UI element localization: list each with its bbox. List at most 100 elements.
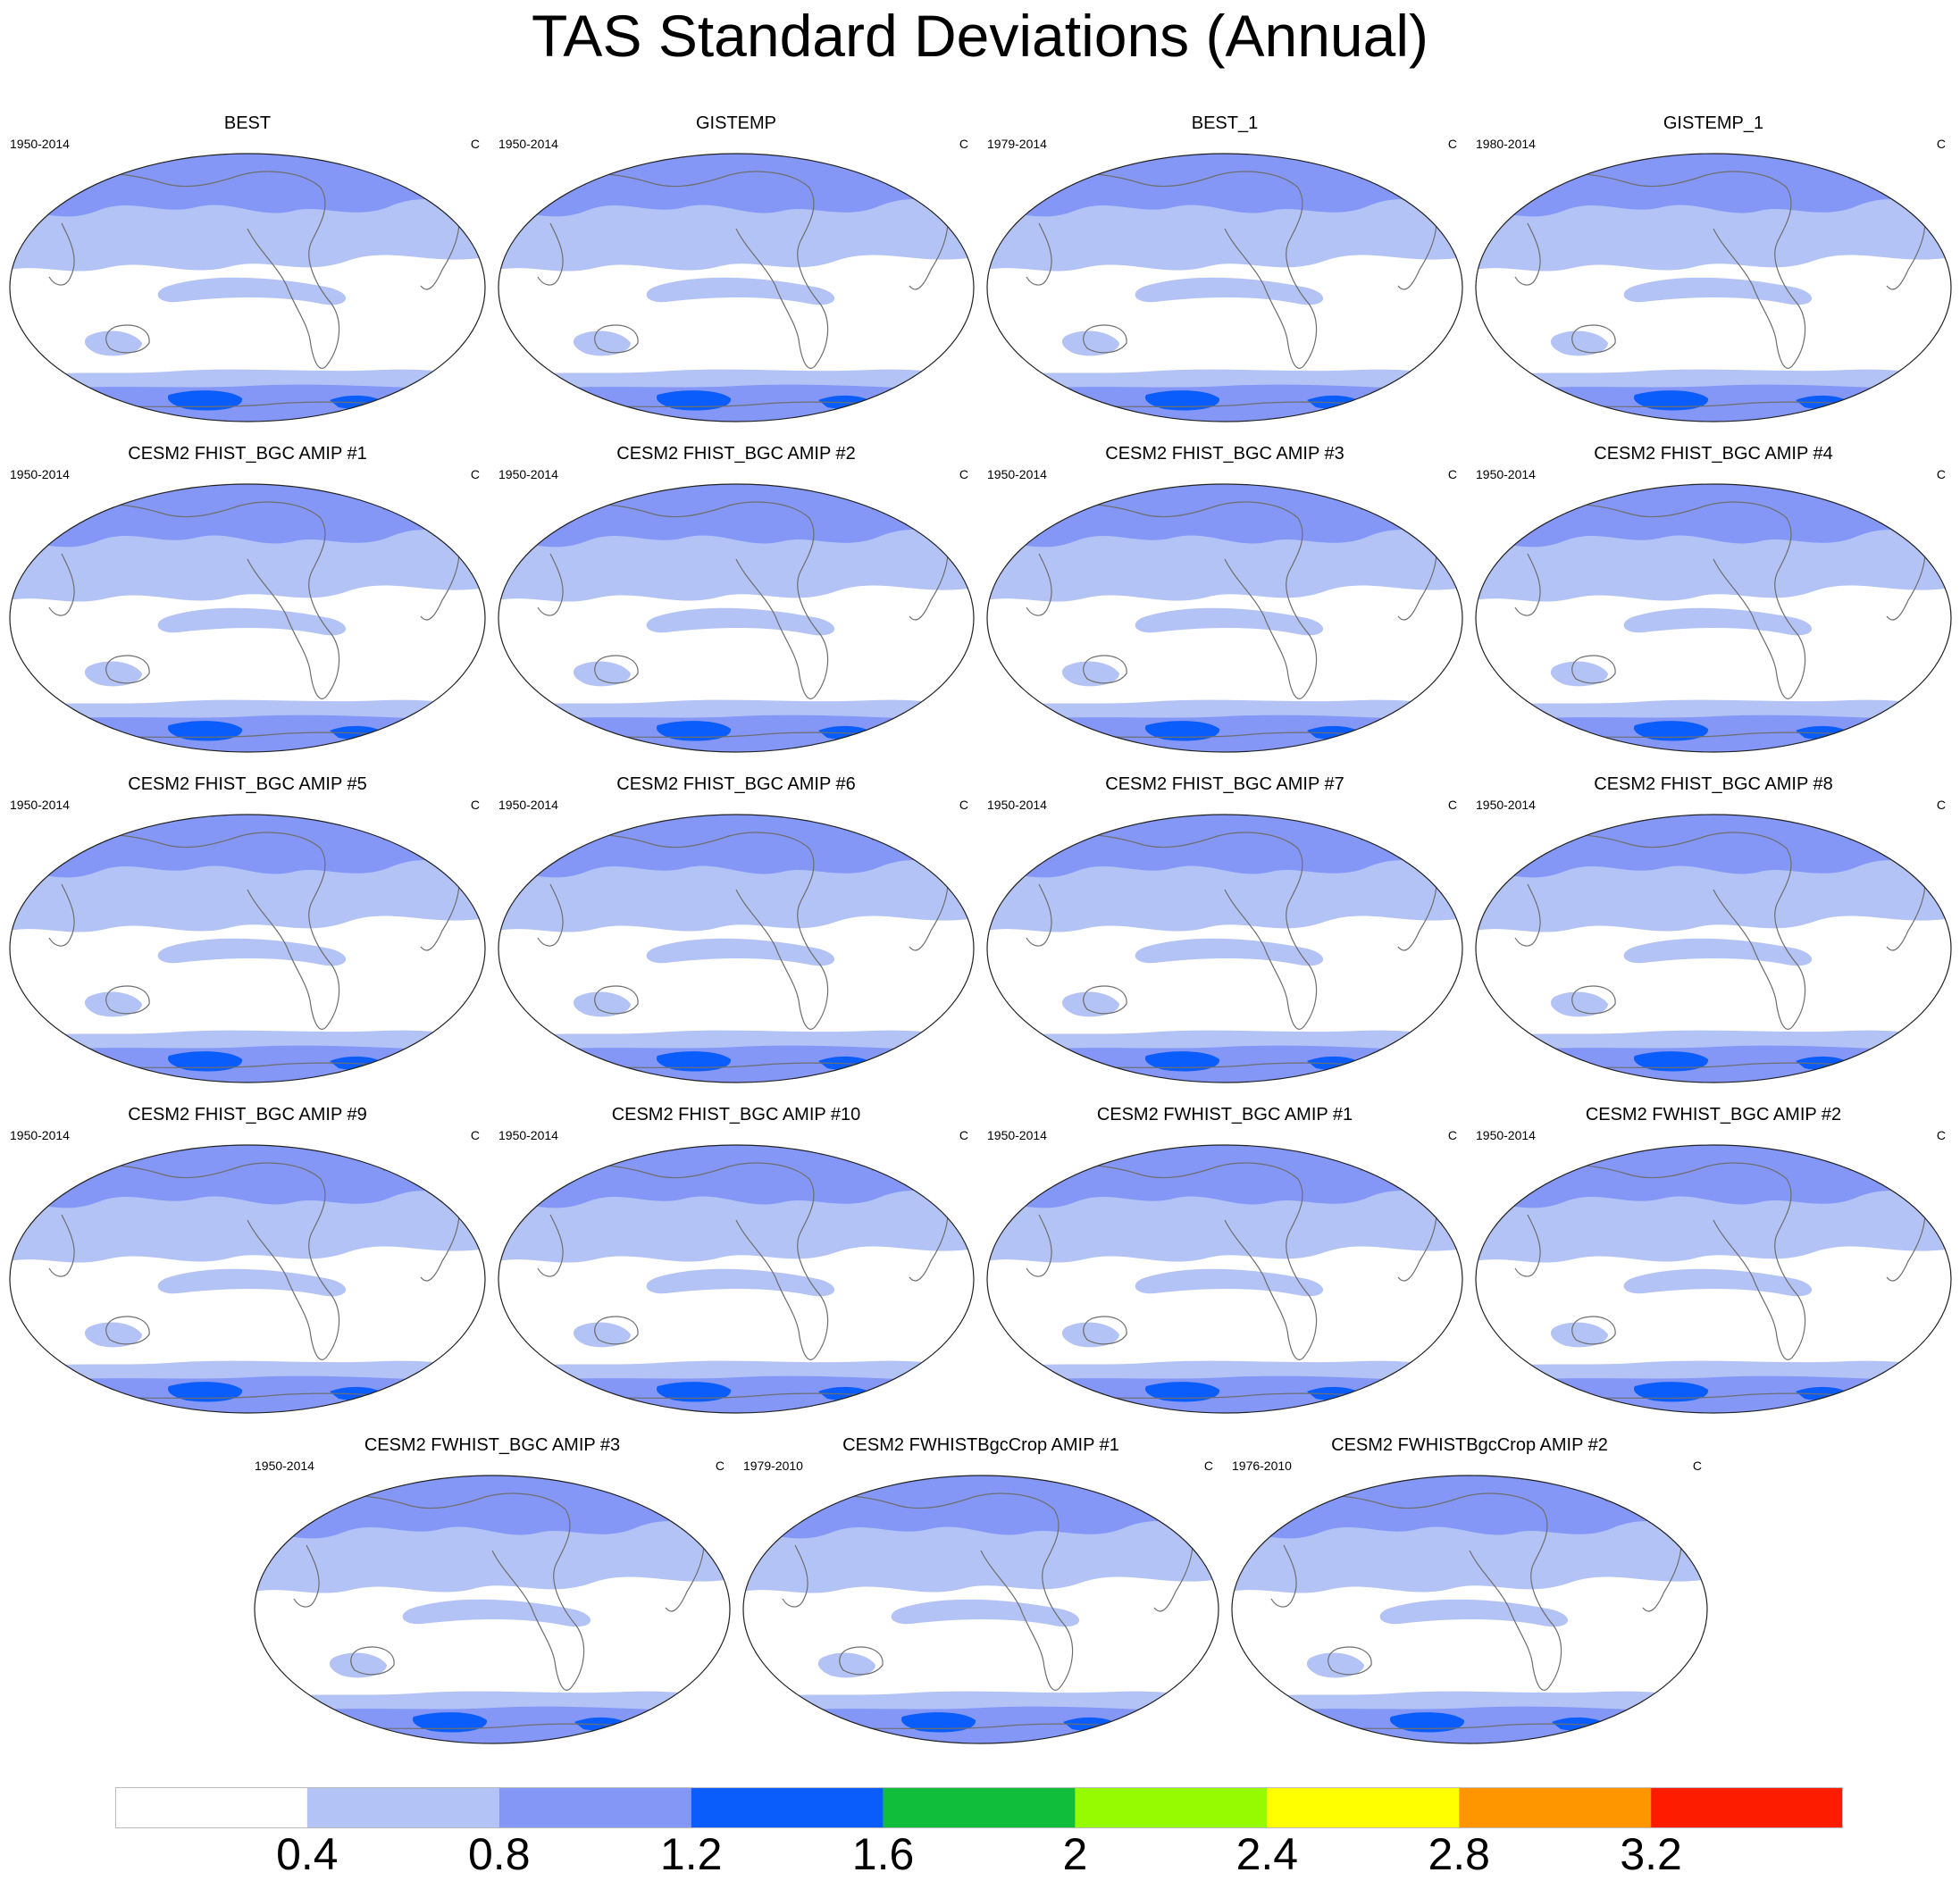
colorbar-tick-label: 3.2 (1620, 1829, 1682, 1879)
globe-map (985, 1143, 1464, 1415)
colorbar-tick-label: 2 (1062, 1829, 1088, 1879)
panel-units: C (1447, 798, 1457, 812)
panel-units: C (959, 137, 968, 151)
globe-map (497, 482, 976, 754)
globe-map (497, 1143, 976, 1415)
panel-period: 1950-2014 (498, 798, 558, 812)
panel-title: CESM2 FWHIST_BGC AMIP #3 (364, 1435, 621, 1455)
map-panel: CESM2 FWHIST_BGC AMIP #1 1950-2014 C (980, 1104, 1470, 1417)
panel-title: CESM2 FHIST_BGC AMIP #10 (611, 1105, 861, 1124)
panel-title: BEST_1 (1191, 113, 1259, 133)
globe-map (497, 813, 976, 1084)
panel-period: 1950-2014 (10, 798, 70, 812)
globe-map (985, 482, 1464, 754)
panel-period: 1950-2014 (255, 1459, 314, 1473)
colorbar-segment (498, 1787, 691, 1828)
globe-map (741, 1474, 1220, 1745)
colorbar-tick-label: 0.4 (276, 1829, 339, 1879)
panel-period: 1976-2010 (1232, 1459, 1292, 1473)
globe-map (1230, 1474, 1709, 1745)
map-panel: CESM2 FHIST_BGC AMIP #1 1950-2014 C (3, 443, 492, 756)
panel-period: 1950-2014 (10, 467, 70, 481)
map-panel: GISTEMP_1 1980-2014 C (1469, 113, 1958, 425)
map-panel: CESM2 FWHIST_BGC AMIP #3 1950-2014 C (247, 1434, 737, 1747)
map-panel: CESM2 FWHISTBgcCrop AMIP #2 1976-2010 C (1225, 1434, 1714, 1747)
panel-period: 1950-2014 (1476, 1128, 1536, 1142)
panel-title: CESM2 FHIST_BGC AMIP #5 (128, 774, 367, 794)
panel-units: C (1936, 798, 1946, 812)
panel-title: CESM2 FHIST_BGC AMIP #4 (1594, 444, 1833, 464)
globe-map (8, 152, 487, 423)
globe-map (497, 152, 976, 423)
globe-map (1474, 1143, 1953, 1415)
map-panel: BEST 1950-2014 C (3, 113, 492, 425)
map-panel: CESM2 FWHIST_BGC AMIP #2 1950-2014 C (1469, 1104, 1958, 1417)
map-panel: CESM2 FHIST_BGC AMIP #7 1950-2014 C (980, 773, 1470, 1086)
panel-period: 1950-2014 (498, 1128, 558, 1142)
map-panel: BEST_1 1979-2014 C (980, 113, 1470, 425)
colorbar-border (115, 1787, 1843, 1828)
globe-map (8, 1143, 487, 1415)
colorbar-tick-label: 2.4 (1235, 1829, 1299, 1879)
panel-title: CESM2 FWHISTBgcCrop AMIP #2 (1331, 1435, 1608, 1455)
panel-period: 1950-2014 (1476, 467, 1536, 481)
panel-units: C (715, 1459, 725, 1473)
map-panel: CESM2 FHIST_BGC AMIP #2 1950-2014 C (491, 443, 981, 756)
colorbar-tick-label: 0.8 (468, 1829, 531, 1879)
panel-period: 1950-2014 (987, 798, 1047, 812)
colorbar-segment (1075, 1787, 1268, 1828)
map-panel: CESM2 FHIST_BGC AMIP #3 1950-2014 C (980, 443, 1470, 756)
panel-period: 1979-2014 (987, 137, 1047, 151)
globe-map (8, 482, 487, 754)
panel-title: CESM2 FHIST_BGC AMIP #2 (616, 444, 856, 464)
map-panel: CESM2 FWHISTBgcCrop AMIP #1 1979-2010 C (736, 1434, 1226, 1747)
map-panel: GISTEMP 1950-2014 C (491, 113, 981, 425)
panel-period: 1950-2014 (987, 467, 1047, 481)
panel-units: C (1692, 1459, 1702, 1473)
panel-units: C (1936, 467, 1946, 481)
panel-units: C (470, 137, 480, 151)
map-panel: CESM2 FHIST_BGC AMIP #4 1950-2014 C (1469, 443, 1958, 756)
panel-period: 1950-2014 (498, 137, 558, 151)
colorbar (115, 1787, 1843, 1828)
map-panel: CESM2 FHIST_BGC AMIP #5 1950-2014 C (3, 773, 492, 1086)
panel-title: GISTEMP (695, 113, 776, 133)
panel-title: CESM2 FWHIST_BGC AMIP #2 (1585, 1105, 1842, 1124)
globe-map (8, 813, 487, 1084)
globe-map (1474, 152, 1953, 423)
panel-title: GISTEMP_1 (1663, 113, 1764, 133)
panel-period: 1950-2014 (1476, 798, 1536, 812)
panel-title: CESM2 FHIST_BGC AMIP #1 (128, 444, 367, 464)
panel-units: C (1936, 1128, 1946, 1142)
map-panel: CESM2 FHIST_BGC AMIP #10 1950-2014 C (491, 1104, 981, 1417)
colorbar-tick-label: 1.6 (851, 1829, 915, 1879)
colorbar-segment (883, 1787, 1076, 1828)
colorbar-segment (306, 1787, 499, 1828)
panel-units: C (1203, 1459, 1213, 1473)
panel-period: 1980-2014 (1476, 137, 1536, 151)
panel-title: CESM2 FWHIST_BGC AMIP #1 (1096, 1105, 1353, 1124)
colorbar-tick-label: 2.8 (1428, 1829, 1490, 1879)
map-panel: CESM2 FHIST_BGC AMIP #9 1950-2014 C (3, 1104, 492, 1417)
panel-title: CESM2 FHIST_BGC AMIP #6 (616, 774, 856, 794)
globe-map (985, 813, 1464, 1084)
panel-period: 1950-2014 (10, 1128, 70, 1142)
panel-units: C (1447, 1128, 1457, 1142)
panel-title: CESM2 FHIST_BGC AMIP #8 (1594, 774, 1833, 794)
panel-period: 1950-2014 (987, 1128, 1047, 1142)
panel-units: C (959, 1128, 968, 1142)
panel-units: C (1936, 137, 1946, 151)
panel-title: CESM2 FHIST_BGC AMIP #3 (1105, 444, 1344, 464)
panel-units: C (470, 798, 480, 812)
panel-title: CESM2 FWHISTBgcCrop AMIP #1 (842, 1435, 1119, 1455)
panel-title: CESM2 FHIST_BGC AMIP #7 (1105, 774, 1344, 794)
panel-period: 1979-2010 (743, 1459, 803, 1473)
panel-units: C (1447, 467, 1457, 481)
panel-title: CESM2 FHIST_BGC AMIP #9 (128, 1105, 367, 1124)
globe-map (1474, 813, 1953, 1084)
panel-units: C (959, 798, 968, 812)
globe-map (1474, 482, 1953, 754)
panel-title: BEST (223, 113, 272, 133)
globe-map (253, 1474, 732, 1745)
colorbar-tick-label: 1.2 (659, 1829, 723, 1879)
